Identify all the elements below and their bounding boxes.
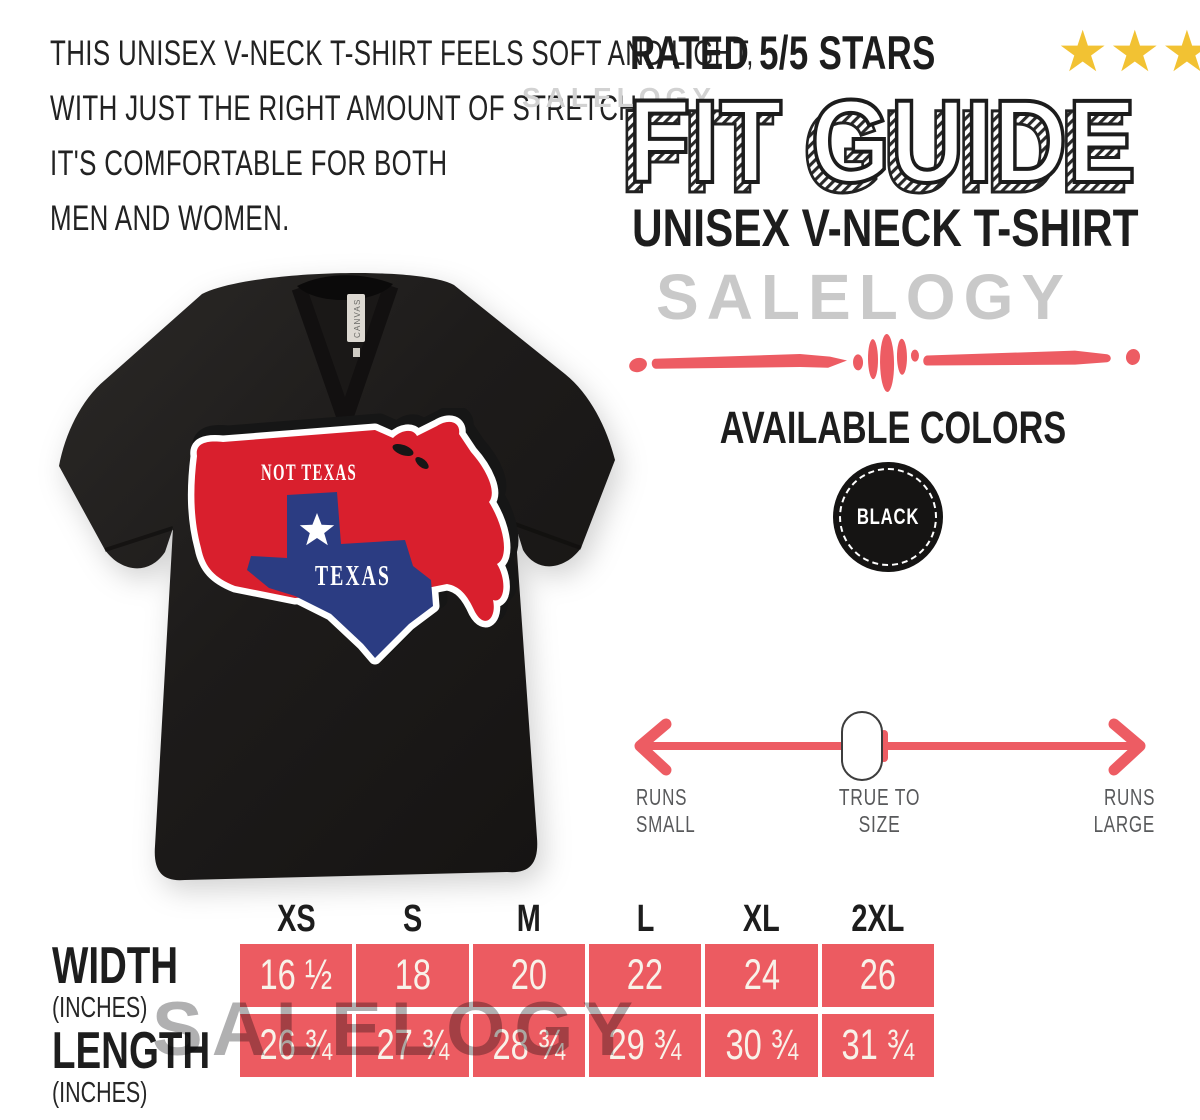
intro-line: MEN AND WOMEN.: [50, 199, 290, 238]
size-chart-header: XS S M L XL 2XL: [240, 898, 934, 941]
neck-tag: CANVAS: [347, 294, 365, 357]
intro-line: WITH JUST THE RIGHT AMOUNT OF STRETCH.: [50, 89, 645, 128]
size-cell: 27 ¾: [376, 1021, 449, 1069]
size-cell: 16 ½: [259, 951, 333, 999]
size-cell: 28 ¾: [492, 1021, 566, 1069]
size-column-header: M: [516, 898, 541, 940]
size-column-header: XL: [743, 898, 780, 940]
slider-label-runs-large: RUNS LARGE: [1093, 784, 1155, 837]
back-collar: [297, 275, 393, 301]
intro-line: THIS UNISEX V-NECK T-SHIRT FEELS SOFT AN…: [50, 34, 754, 73]
intro-paragraph: THIS UNISEX V-NECK T-SHIRT FEELS SOFT AN…: [50, 26, 1001, 246]
slider-label-runs-small: RUNS SMALL: [636, 784, 696, 837]
size-column-header: S: [402, 898, 423, 940]
length-unit: (INCHES): [52, 1077, 148, 1109]
size-cell: 26 ¾: [259, 1021, 333, 1069]
size-cell: 31 ¾: [841, 1021, 915, 1069]
arrow-left-head: [634, 718, 672, 776]
brand-watermark-top: SALELOGY: [522, 82, 717, 113]
arrow-right-head: [1108, 718, 1146, 776]
fit-range-arrow: [634, 711, 1146, 781]
usa-map-graphic: NOT TEXAS TEXAS: [175, 408, 527, 694]
size-cell: 26: [859, 951, 897, 999]
width-label: WIDTH: [52, 937, 179, 995]
star-icon: ★: [1057, 20, 1110, 84]
neck-tag-text: CANVAS: [353, 298, 362, 338]
star-icon: ★: [1109, 20, 1162, 84]
size-column-header: L: [636, 898, 654, 940]
width-row: 16 ½ 18 20 22 24 26: [240, 944, 934, 1007]
rating: RATED 5/5 STARS ★★★★★: [630, 22, 1200, 82]
slider-handle: [841, 711, 883, 781]
texas-label: TEXAS: [315, 561, 391, 592]
width-unit: (INCHES): [52, 992, 148, 1024]
fit-guide-subtitle: UNISEX V-NECK T-SHIRT: [632, 199, 1139, 258]
size-cell: 20: [510, 951, 548, 999]
brand-watermark-bottom: SALELOGY: [152, 987, 643, 1072]
size-chart-row-labels: WIDTH (INCHES) LENGTH (INCHES): [52, 940, 266, 1110]
rating-label: RATED 5/5 STARS: [630, 25, 936, 79]
intro-line: IT'S COMFORTABLE FOR BOTH: [50, 144, 448, 183]
vneck-opening: [299, 286, 391, 420]
slider-label-true-to-size: TRUE TO SIZE: [839, 784, 921, 837]
size-cell: 29 ¾: [608, 1021, 682, 1069]
size-cell: 22: [626, 951, 664, 999]
texas-star-icon: [299, 513, 335, 546]
not-texas-label: NOT TEXAS: [261, 460, 357, 485]
available-colors-heading: AVAILABLE COLORS: [719, 402, 1066, 453]
size-column-header: 2XL: [851, 898, 905, 940]
size-cell: 24: [743, 951, 780, 999]
star-icon: ★: [1161, 20, 1200, 84]
color-swatch-label: BLACK: [856, 504, 920, 529]
fit-guide-title-art: FIT GUIDE FIT GUIDE: [619, 74, 1139, 206]
brand-watermark-right: SALELOGY: [656, 261, 1073, 333]
size-cell: 18: [394, 951, 431, 999]
fit-guide-title: FIT GUIDE: [628, 76, 1136, 206]
scribble-divider: [629, 333, 1141, 392]
length-row: 26 ¾ 27 ¾ 28 ¾ 29 ¾ 30 ¾ 31 ¾: [240, 1014, 934, 1077]
length-label: LENGTH: [52, 1022, 211, 1080]
color-swatch-black: BLACK: [833, 462, 943, 572]
size-column-header: XS: [276, 898, 316, 940]
star-rating: ★★★★★: [1057, 22, 1200, 82]
size-cell: 30 ¾: [725, 1021, 798, 1069]
fit-guide-title-shadow: FIT GUIDE: [620, 86, 1128, 206]
